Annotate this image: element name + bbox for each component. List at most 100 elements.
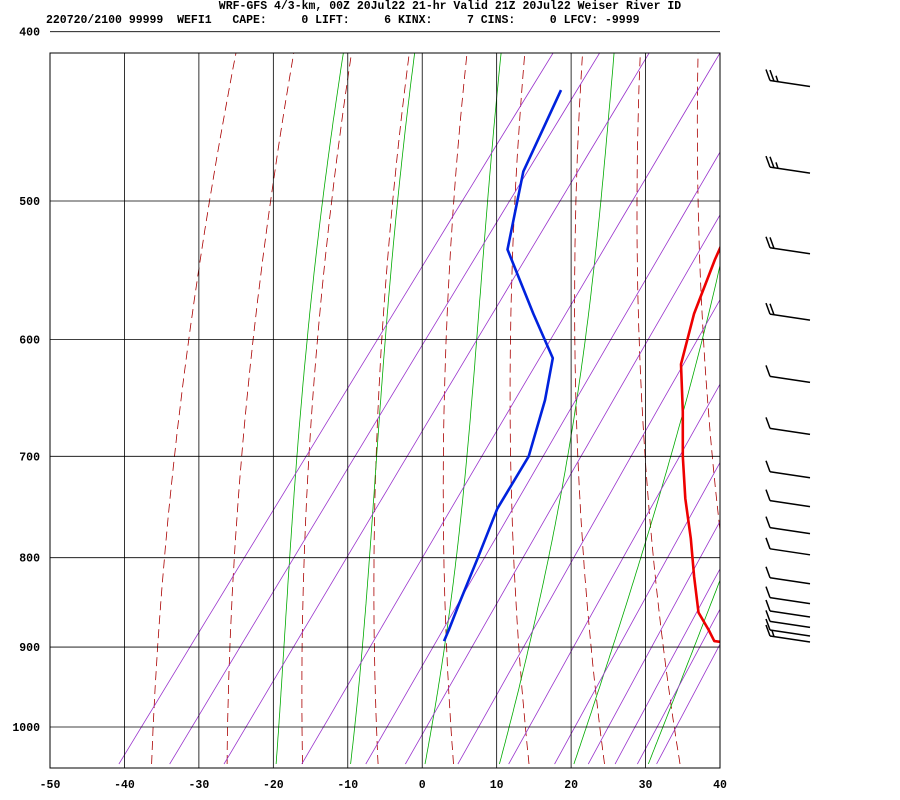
moist-adiabat [424, 53, 502, 765]
moist-adiabat [350, 53, 416, 765]
wind-barb-staff [769, 499, 811, 508]
wind-barb [765, 236, 811, 255]
dry-adiabat [756, 13, 831, 765]
wind-barb [765, 69, 811, 88]
wind-barb-feather [765, 516, 771, 528]
wind-barb-feather [765, 566, 771, 579]
y-tick-label: 800 [19, 553, 40, 566]
wind-barb [765, 460, 811, 479]
wind-barb-feather [765, 460, 771, 472]
dry-adiabat [509, 53, 530, 765]
wind-barb-staff [769, 427, 811, 436]
wind-barbs [765, 69, 811, 643]
y-tick-label: 900 [19, 642, 40, 655]
x-tick-label: -10 [337, 779, 358, 792]
y-tick-label: 600 [19, 334, 40, 347]
wind-barb-feather [765, 610, 771, 622]
x-tick-label: 40 [713, 779, 727, 792]
dry-adiabat [696, 53, 720, 535]
wind-barb [765, 537, 811, 556]
wind-barb-feather [765, 69, 771, 81]
wind-barb-feather [769, 156, 775, 169]
mixing-ratio-line [637, 608, 720, 765]
chart-title: WRF-GFS 4/3-km, 00Z 20Jul22 21-hr Valid … [218, 0, 682, 13]
mixing-ratio-line [587, 520, 720, 765]
moist-adiabat [573, 263, 720, 765]
wind-barb-staff [769, 166, 811, 174]
y-tick-label: 700 [19, 451, 40, 464]
wind-barb-half-feather [775, 162, 779, 169]
wind-barb [765, 489, 811, 508]
x-tick-label: -50 [40, 779, 61, 792]
x-tick-label: 0 [419, 779, 426, 792]
mixing-ratio-line [365, 151, 720, 765]
wind-barb-staff [769, 548, 811, 556]
dry-adiabat [636, 53, 681, 765]
wind-barb-staff [769, 596, 811, 605]
wind-barb-feather [769, 237, 775, 249]
wind-barb-feather [765, 302, 771, 315]
wind-barb-feather [765, 599, 771, 612]
wind-barb-feather [765, 537, 771, 550]
wind-barb-half-feather [771, 630, 775, 637]
wind-barb [765, 599, 811, 618]
mixing-ratio-line [301, 53, 720, 765]
wind-barb-feather [765, 365, 771, 377]
wind-barb-feather [765, 236, 771, 249]
sounding-indices: 220720/2100 99999 WEFI1 CAPE: 0 LIFT: 6 … [46, 14, 640, 27]
mixing-ratio-line [656, 643, 720, 765]
wind-barb-feather [765, 417, 771, 429]
y-tick-label: 400 [19, 27, 40, 40]
mixing-ratio-line [223, 53, 650, 765]
wind-barb [765, 618, 811, 637]
wind-barb-feather [765, 618, 771, 631]
dry-adiabat [226, 53, 295, 765]
wind-barb-staff [769, 635, 811, 643]
moist-adiabat [499, 53, 615, 765]
wind-barb-staff [769, 375, 811, 384]
x-tick-label: -40 [114, 779, 135, 792]
y-tick-label: 1000 [12, 722, 40, 735]
mixing-ratio-line [614, 568, 720, 765]
wind-barb-feather [765, 624, 771, 637]
moist-adiabat [647, 579, 720, 765]
mixing-ratio-line [169, 53, 601, 765]
plot-frame [49, 52, 721, 769]
wind-barb-feather [769, 69, 775, 82]
wind-barb-staff [769, 620, 811, 629]
wind-barb [765, 302, 811, 321]
wind-barb-staff [769, 79, 811, 88]
temperature-profile [679, 244, 720, 644]
x-tick-label: 10 [490, 779, 504, 792]
wind-barb-staff [769, 629, 811, 637]
wind-barb [765, 566, 811, 585]
mixing-ratio-line [405, 214, 720, 765]
wind-barb [765, 365, 811, 384]
x-tick-label: -30 [189, 779, 210, 792]
dry-adiabat [373, 53, 410, 765]
moist-adiabat [275, 53, 344, 765]
x-tick-label: 30 [639, 779, 653, 792]
wind-barb-feather [765, 586, 771, 598]
wind-barb-staff [769, 577, 811, 585]
mixing-ratio-line [118, 53, 554, 765]
wind-barb-feather [769, 303, 775, 315]
wind-barb-staff [769, 247, 811, 255]
wind-barb [765, 586, 811, 605]
wind-barb-staff [769, 470, 811, 479]
dry-adiabat [301, 53, 352, 765]
y-tick-labels: 400 500 600 700 800 900 1000 [12, 27, 40, 735]
wind-barb [765, 610, 811, 629]
mixing-ratio-line [554, 461, 720, 765]
x-tick-labels: -50 -40 -30 -20 -10 0 10 20 30 40 [40, 779, 727, 792]
wind-barb-feather [765, 155, 771, 168]
wind-barb-staff [769, 313, 811, 321]
moist-adiabat [723, 13, 900, 765]
wind-barb-staff [769, 610, 811, 618]
dry-adiabat [574, 53, 605, 765]
series-layer [442, 89, 720, 644]
dewpoint-profile [442, 89, 563, 642]
wind-barb-staff [769, 526, 811, 535]
dry-adiabat [870, 13, 900, 765]
